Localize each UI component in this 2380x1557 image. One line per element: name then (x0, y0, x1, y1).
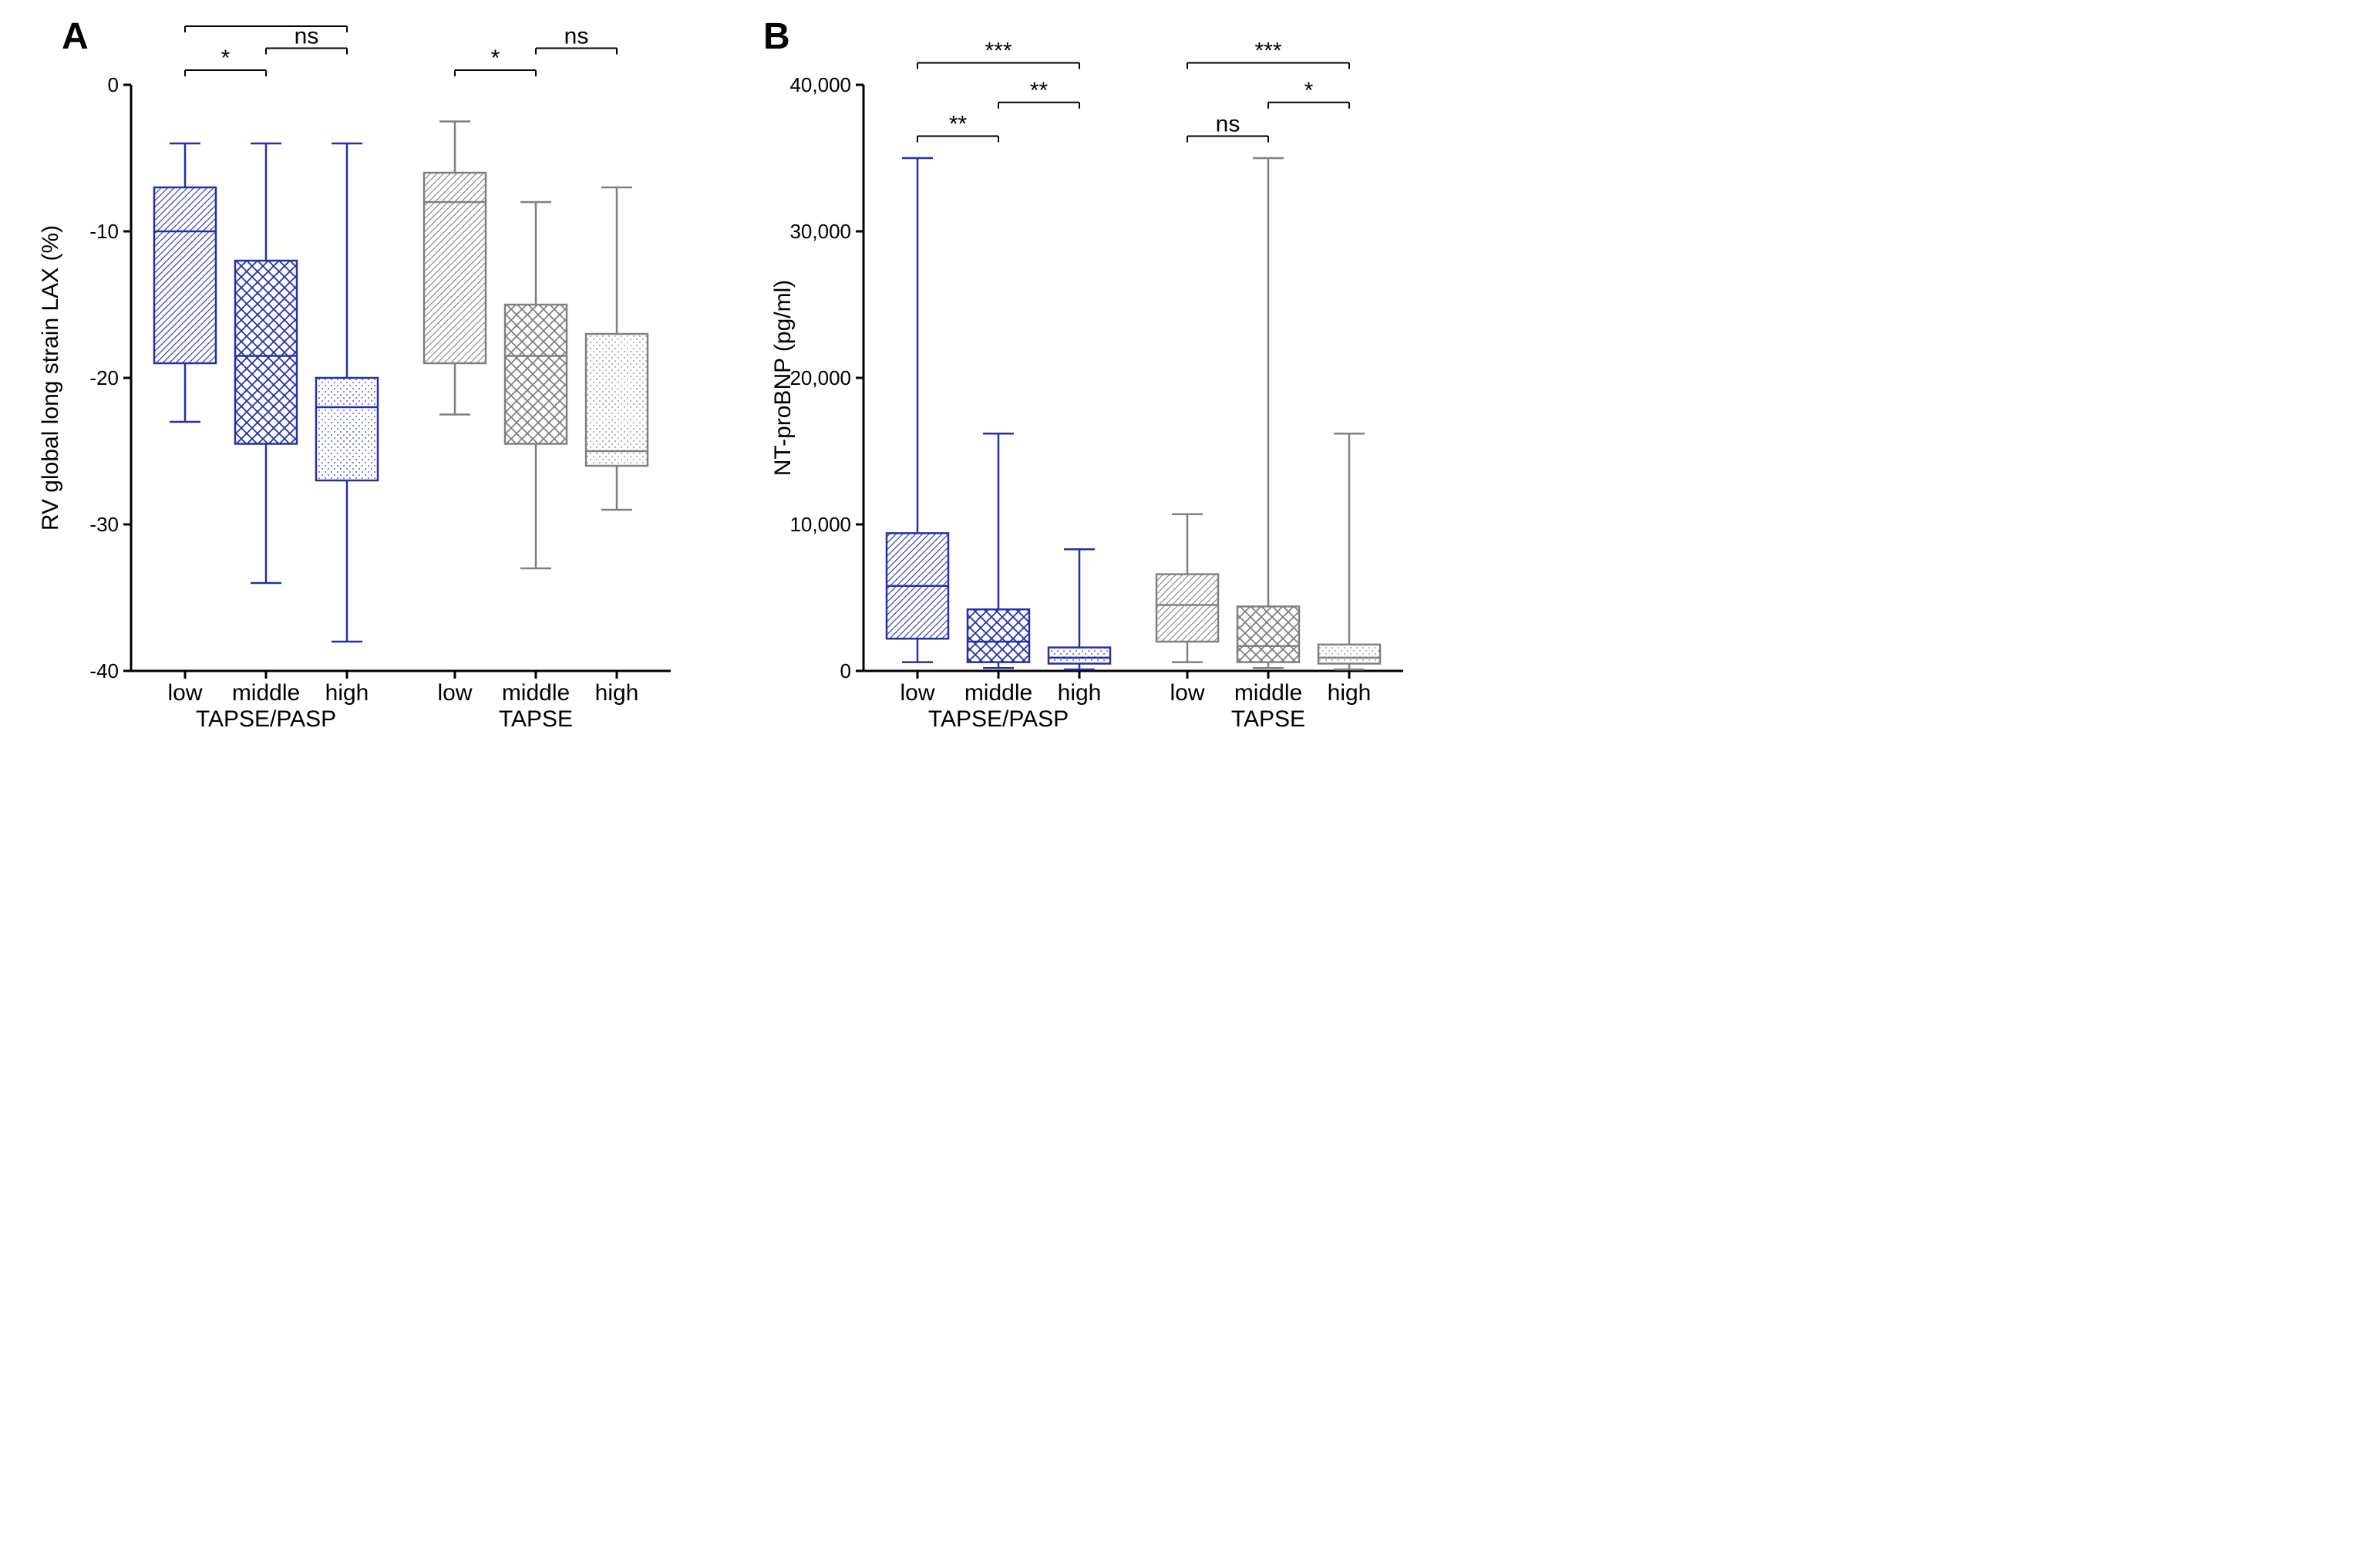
svg-text:*: * (221, 45, 231, 71)
panel-b-svg: 0 10,000 20,000 30,000 40,000 NT-proBNP (pg/m… (732, 23, 1419, 740)
svg-text:10,000: 10,000 (789, 513, 851, 536)
svg-text:*: * (491, 45, 500, 71)
svg-text:middle: middle (964, 680, 1032, 706)
svg-text:**: ** (257, 23, 275, 27)
svg-text:TAPSE/PASP: TAPSE/PASP (196, 706, 336, 732)
svg-text:ns: ns (295, 24, 319, 49)
svg-text:**: ** (949, 112, 968, 137)
panel-a-svg: 0 -10 -20 -30 -40 RV global long strain LAX (… (31, 23, 686, 740)
panel-b-label: B (763, 15, 790, 58)
svg-text:-20: -20 (89, 366, 119, 389)
svg-text:30,000: 30,000 (789, 220, 851, 243)
svg-text:*: * (1304, 78, 1314, 103)
svg-text:low: low (1170, 680, 1204, 706)
svg-text:low: low (167, 680, 202, 706)
svg-text:ns: ns (1216, 112, 1240, 137)
svg-text:40,000: 40,000 (789, 73, 851, 96)
panel-a-label: A (62, 15, 89, 58)
svg-text:0: 0 (108, 73, 119, 96)
svg-text:***: *** (985, 39, 1012, 64)
svg-text:TAPSE: TAPSE (1231, 706, 1305, 732)
svg-text:low: low (900, 680, 934, 706)
svg-text:20,000: 20,000 (789, 366, 851, 389)
svg-text:high: high (1328, 680, 1372, 706)
svg-text:middle: middle (232, 680, 300, 706)
panel-b: B 010,00020,00030,00040,000NT-proBNP (pg… (732, 23, 1419, 740)
svg-text:**: ** (1030, 78, 1049, 103)
panel-a: A 0-10-20-30-40RV global long strain LAX… (31, 23, 686, 740)
svg-text:high: high (595, 680, 639, 706)
svg-text:TAPSE/PASP: TAPSE/PASP (928, 706, 1069, 732)
svg-text:middle: middle (1234, 680, 1302, 706)
svg-text:middle: middle (502, 680, 570, 706)
svg-text:high: high (325, 680, 369, 706)
svg-text:-10: -10 (89, 220, 119, 243)
svg-text:high: high (1058, 680, 1102, 706)
figure-container: A 0 -10 -20 -30 -40 RV global long strain LAX… (0, 0, 1449, 763)
svg-text:-40: -40 (89, 659, 119, 682)
svg-text:TAPSE: TAPSE (499, 706, 573, 732)
svg-text:0: 0 (840, 659, 851, 682)
svg-text:-30: -30 (89, 513, 119, 536)
svg-text:***: *** (1254, 39, 1281, 64)
svg-text:RV global long strain LAX (%): RV global long strain LAX (%) (38, 225, 63, 531)
svg-text:NT-proBNP (pg/ml): NT-proBNP (pg/ml) (770, 280, 796, 477)
svg-text:ns: ns (564, 24, 589, 49)
svg-text:low: low (437, 680, 472, 706)
